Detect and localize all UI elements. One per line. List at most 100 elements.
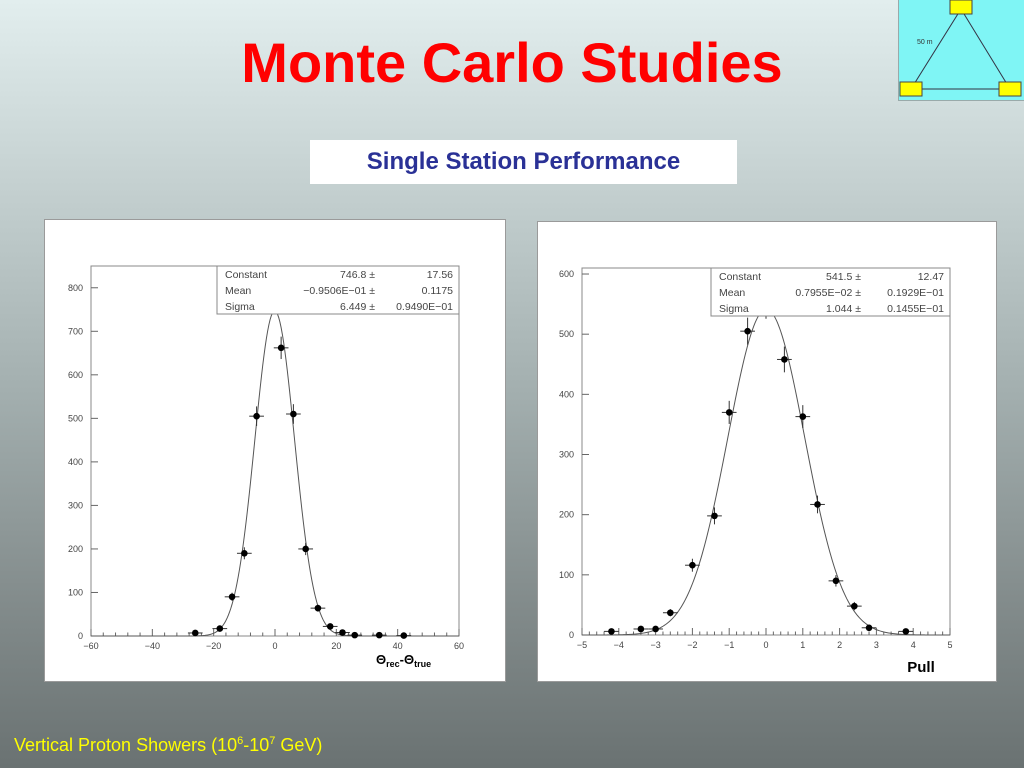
stat-name: Constant <box>719 271 761 283</box>
data-point <box>302 545 309 553</box>
x-axis-label: Pull <box>907 659 935 676</box>
y-tick-label: 500 <box>68 413 83 423</box>
x-tick-label: −1 <box>724 640 734 650</box>
x-axis-label: Θrec-Θtrue <box>376 652 431 669</box>
stat-name: Mean <box>225 285 251 297</box>
data-point <box>608 628 615 635</box>
stat-value: −0.9506E−01 ± <box>303 285 375 297</box>
x-tick-label: 5 <box>947 640 952 650</box>
y-tick-label: 700 <box>68 326 83 336</box>
data-point <box>314 604 322 612</box>
x-tick-label: −60 <box>83 641 98 651</box>
y-tick-label: 400 <box>68 457 83 467</box>
x-tick-label: 3 <box>874 640 879 650</box>
data-point <box>277 344 285 352</box>
data-point <box>400 632 408 639</box>
data-point <box>799 413 807 420</box>
x-tick-label: −20 <box>206 641 221 651</box>
distance-label: 50 m <box>917 39 933 46</box>
triangle-edge-left <box>910 8 962 90</box>
y-tick-label: 0 <box>78 631 83 641</box>
x-tick-label: 60 <box>454 641 464 651</box>
footer-caption: Vertical Proton Showers (106-107 GeV) <box>14 735 322 756</box>
fit-stats-box <box>216 265 460 315</box>
y-tick-label: 300 <box>68 500 83 510</box>
data-point <box>241 549 248 557</box>
gaussian-fit-curve <box>91 310 459 637</box>
footer-middle: -10 <box>243 735 270 755</box>
x-tick-label: 0 <box>272 641 277 651</box>
data-point <box>326 623 334 630</box>
data-point <box>652 625 659 633</box>
data-point <box>253 412 260 420</box>
y-tick-label: 100 <box>559 570 574 580</box>
stat-value: 746.8 ± <box>340 269 375 281</box>
y-tick-label: 600 <box>559 269 574 279</box>
chart-pull: 0 100 200 300 400 500 600 −5 −4 −3 −2 −1 0 1 2 3 4 5 Const… <box>559 267 953 676</box>
x-tick-label: 0 <box>763 640 768 650</box>
stat-name: Sigma <box>225 301 255 313</box>
data-point <box>865 624 873 632</box>
fit-stats-box <box>710 267 951 317</box>
stat-value: 0.7955E−02 ± <box>795 287 861 299</box>
triangle-edge-right <box>960 8 1011 90</box>
slide-subtitle: Single Station Performance <box>366 148 681 175</box>
footer-exponent-2: 7 <box>269 735 276 747</box>
data-point <box>689 561 696 569</box>
station-left <box>899 81 923 97</box>
station-top <box>949 0 973 15</box>
data-point <box>228 593 236 601</box>
station-layout-inset: 50 m <box>898 0 1024 101</box>
stat-error: 0.1175 <box>422 285 453 297</box>
x-tick-label: −2 <box>687 640 697 650</box>
data-point <box>375 631 383 639</box>
data-point <box>814 501 821 508</box>
data-point <box>832 577 840 585</box>
stat-value: 1.044 ± <box>826 303 861 315</box>
data-point <box>851 602 858 610</box>
data-point <box>744 327 751 335</box>
footer-exponent-1: 6 <box>237 735 244 747</box>
x-tick-label: −5 <box>577 640 587 650</box>
data-point <box>351 631 359 639</box>
y-tick-label: 0 <box>569 630 574 640</box>
station-right <box>998 81 1022 97</box>
y-tick-label: 300 <box>559 450 574 460</box>
stat-value: 541.5 ± <box>826 271 861 283</box>
stat-name: Sigma <box>719 303 749 315</box>
stat-name: Mean <box>719 287 745 299</box>
data-point <box>290 410 297 418</box>
y-tick-label: 100 <box>68 587 83 597</box>
x-tick-label: 20 <box>331 641 341 651</box>
stat-value: 6.449 ± <box>340 301 375 313</box>
subtitle-box: Single Station Performance <box>310 140 737 184</box>
chart-theta-difference: 0 100 200 300 400 500 600 700 800 −60 −40 −20 0 20 40 6… <box>68 265 464 669</box>
x-axis-label-part: rec <box>386 659 400 669</box>
x-tick-label: −4 <box>614 640 624 650</box>
footer-suffix: GeV) <box>275 735 323 755</box>
x-axis-label-part: -Θ <box>400 652 414 667</box>
x-axis-label-part: true <box>414 659 431 669</box>
data-point <box>902 628 910 635</box>
data-point <box>191 629 199 637</box>
stat-error: 0.1929E−01 <box>887 287 944 299</box>
y-tick-label: 600 <box>68 370 83 380</box>
stat-name: Constant <box>225 269 267 281</box>
data-point <box>637 625 645 633</box>
y-tick-label: 200 <box>559 510 574 520</box>
x-axis-label-part: Θ <box>376 652 386 667</box>
x-tick-label: 4 <box>911 640 916 650</box>
x-tick-label: −40 <box>145 641 160 651</box>
x-tick-label: 40 <box>393 641 403 651</box>
station-triangle-diagram: 50 m <box>899 0 1022 97</box>
y-tick-label: 200 <box>68 544 83 554</box>
stat-error: 0.9490E−01 <box>396 301 453 313</box>
gaussian-fit-curve <box>582 308 950 636</box>
data-point <box>711 512 718 520</box>
x-tick-label: −3 <box>650 640 660 650</box>
y-tick-label: 400 <box>559 389 574 399</box>
plot-frame <box>581 267 951 636</box>
x-tick-label: 2 <box>837 640 842 650</box>
y-tick-label: 500 <box>559 329 574 339</box>
plot-frame <box>90 265 460 637</box>
